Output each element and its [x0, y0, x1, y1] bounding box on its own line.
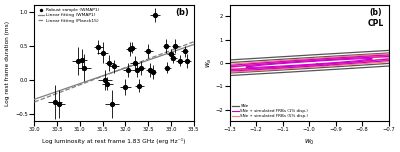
Text: (b): (b)	[175, 8, 189, 17]
Legend: Robust sample (WMAP1), Linear fitting (WMAP1), Linear fitting (Planck15): Robust sample (WMAP1), Linear fitting (W…	[37, 7, 100, 23]
Y-axis label: Log rest frame duration (ms): Log rest frame duration (ms)	[5, 20, 10, 105]
Legend: SNe, SNe + simulated FRBs (1% disp.), SNe + simulated FRBs (5% disp.): SNe, SNe + simulated FRBs (1% disp.), SN…	[232, 103, 309, 119]
X-axis label: $w_0$: $w_0$	[304, 138, 314, 147]
Y-axis label: $w_a$: $w_a$	[205, 58, 214, 68]
Text: (b)
CPL: (b) CPL	[368, 8, 384, 28]
X-axis label: Log luminosity at rest frame 1.83 GHz (erg Hz⁻¹): Log luminosity at rest frame 1.83 GHz (e…	[42, 138, 186, 144]
